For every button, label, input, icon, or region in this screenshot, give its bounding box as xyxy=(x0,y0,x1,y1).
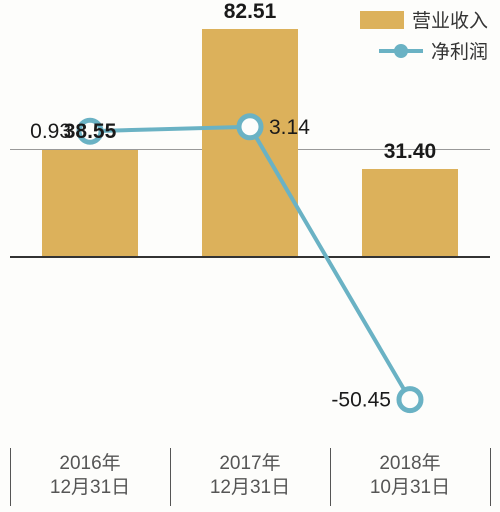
line-value-label: 3.14 xyxy=(269,116,310,139)
x-tick-label: 2016年12月31日 xyxy=(10,452,170,500)
bar-value-label: 38.55 xyxy=(30,120,150,144)
line-path xyxy=(90,127,410,400)
bar-value-label: 82.51 xyxy=(190,0,310,24)
legend-item: 净利润 xyxy=(360,37,488,64)
line-marker xyxy=(239,116,261,138)
x-axis: 2016年12月31日2017年12月31日2018年10月31日 xyxy=(10,448,490,508)
legend-label: 营业收入 xyxy=(412,6,488,33)
legend: 营业收入净利润 xyxy=(360,6,488,68)
x-tick-label: 2017年12月31日 xyxy=(170,452,330,500)
legend-item: 营业收入 xyxy=(360,6,488,33)
legend-swatch-bar xyxy=(360,11,404,29)
x-tick-label: 2018年10月31日 xyxy=(330,452,490,500)
x-separator xyxy=(490,448,491,506)
bar-value-label: 31.40 xyxy=(350,140,470,164)
line-marker xyxy=(399,389,421,411)
legend-label: 净利润 xyxy=(431,37,488,64)
line-series-overlay: 0.933.14-50.45 xyxy=(0,0,500,512)
legend-swatch-line xyxy=(379,42,423,60)
line-value-label: -50.45 xyxy=(331,389,391,412)
x-separator xyxy=(330,448,331,506)
x-separator xyxy=(170,448,171,506)
x-separator xyxy=(10,448,11,506)
